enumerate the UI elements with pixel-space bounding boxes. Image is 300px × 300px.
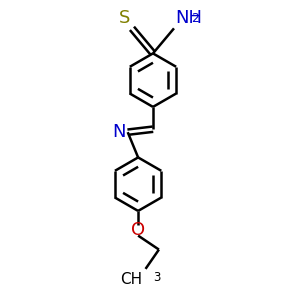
Text: 2: 2 [191, 12, 199, 26]
Text: S: S [119, 9, 130, 27]
Text: N: N [112, 123, 125, 141]
Text: 3: 3 [153, 271, 161, 284]
Text: CH: CH [120, 272, 142, 287]
Text: NH: NH [176, 9, 203, 27]
Text: O: O [131, 221, 145, 239]
